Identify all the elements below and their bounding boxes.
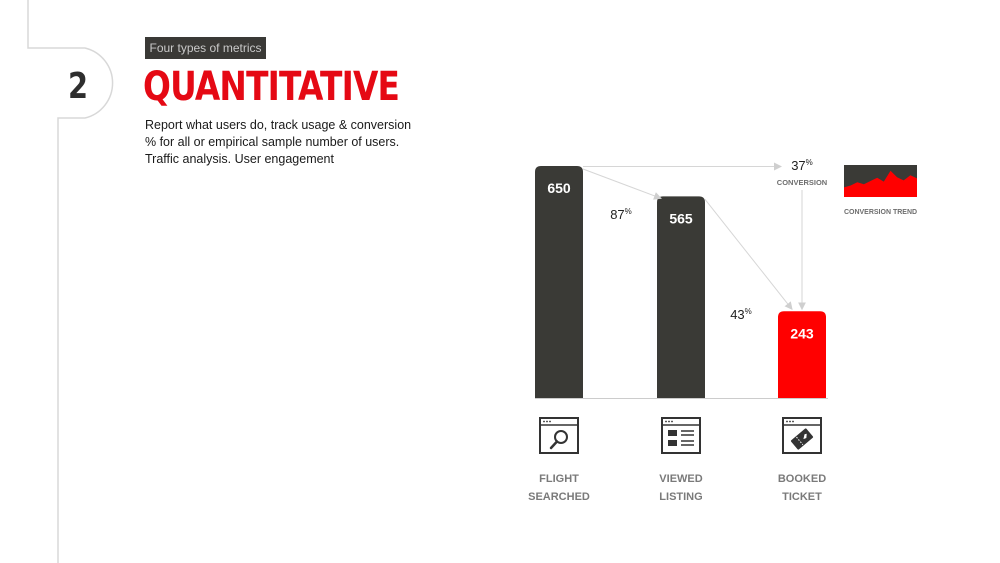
funnel-arrow-1 bbox=[582, 168, 662, 200]
step-rate-label: 43% bbox=[730, 307, 752, 322]
funnel-arrow-2 bbox=[704, 199, 793, 311]
description-line: Report what users do, track usage & conv… bbox=[145, 118, 412, 132]
listing-window-icon bbox=[661, 417, 701, 454]
step-rate-label: 87% bbox=[610, 207, 632, 222]
section-number: 2 bbox=[67, 66, 89, 107]
bar-2 bbox=[657, 196, 705, 398]
bar-value-label: 565 bbox=[669, 210, 693, 226]
description: Report what users do, track usage & conv… bbox=[145, 117, 415, 168]
search-window-icon bbox=[539, 417, 579, 454]
category-label: TICKET bbox=[782, 491, 822, 503]
conversion-label: CONVERSION bbox=[777, 178, 827, 187]
trend-area bbox=[844, 170, 917, 197]
section-tag: Four types of metrics bbox=[145, 37, 266, 59]
category-label: FLIGHT bbox=[539, 473, 579, 485]
bar-value-label: 650 bbox=[547, 180, 571, 196]
conversion-value: 37% bbox=[791, 158, 813, 173]
bar-3 bbox=[778, 311, 826, 398]
bar-1 bbox=[535, 166, 583, 398]
bar-value-label: 243 bbox=[790, 325, 814, 341]
trend-label: CONVERSION TREND bbox=[844, 209, 917, 216]
category-label: VIEWED bbox=[659, 473, 702, 485]
page-title: QUANTITATIVE bbox=[143, 64, 400, 110]
category-label: BOOKED bbox=[778, 473, 826, 485]
description-line: % for all or empirical sample number of … bbox=[145, 135, 400, 149]
ticket-window-icon bbox=[782, 417, 822, 454]
category-label: SEARCHED bbox=[528, 491, 590, 503]
category-label: LISTING bbox=[659, 491, 702, 503]
description-line: Traffic analysis. User engagement bbox=[145, 152, 334, 166]
